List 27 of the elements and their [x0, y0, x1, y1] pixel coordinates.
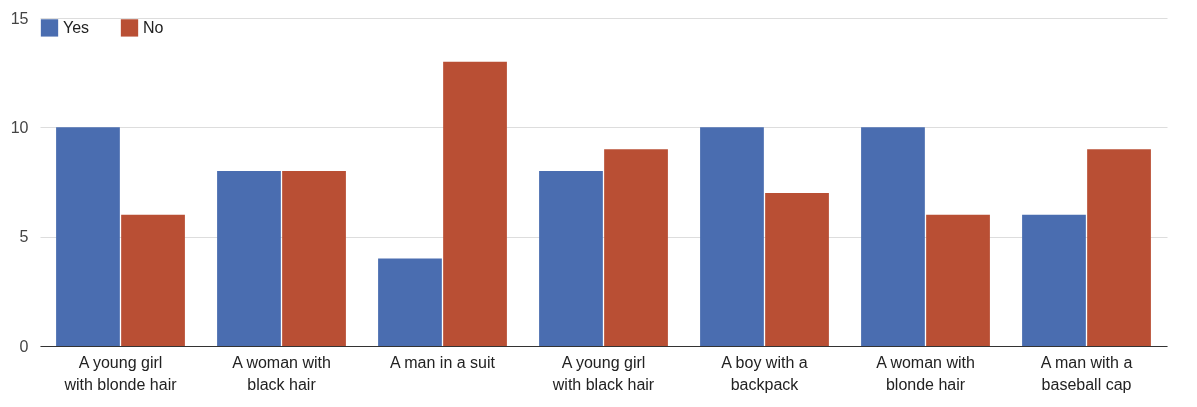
bar	[378, 258, 442, 346]
x-tick-label: A man with a baseball cap	[1040, 353, 1133, 393]
x-tick-label: A woman with black hair	[232, 353, 331, 393]
bar	[443, 61, 507, 346]
bar	[1087, 149, 1151, 346]
legend-label: Yes	[63, 18, 90, 36]
bar	[56, 127, 120, 346]
y-tick-label: 10	[10, 118, 29, 136]
bar	[765, 192, 829, 346]
legend-label: No	[143, 18, 164, 36]
x-tick-label: A young girl with blonde hair	[63, 353, 178, 393]
x-tick-label: A young girl with black hair	[551, 353, 655, 393]
y-tick-label: 5	[19, 228, 29, 246]
bar	[539, 171, 603, 346]
x-tick-label: A woman with blonde hair	[876, 353, 975, 393]
x-tick-label: A man in a suit	[390, 353, 496, 371]
x-tick-label: A boy with a backpack	[721, 353, 808, 393]
bar	[861, 127, 925, 346]
bar	[700, 127, 764, 346]
bar	[121, 214, 185, 346]
bar	[604, 149, 668, 346]
bar	[217, 171, 281, 346]
bar	[282, 171, 346, 346]
bar	[926, 214, 990, 346]
bar	[1022, 214, 1086, 346]
y-tick-label: 15	[10, 9, 29, 27]
y-tick-label: 0	[19, 337, 29, 355]
